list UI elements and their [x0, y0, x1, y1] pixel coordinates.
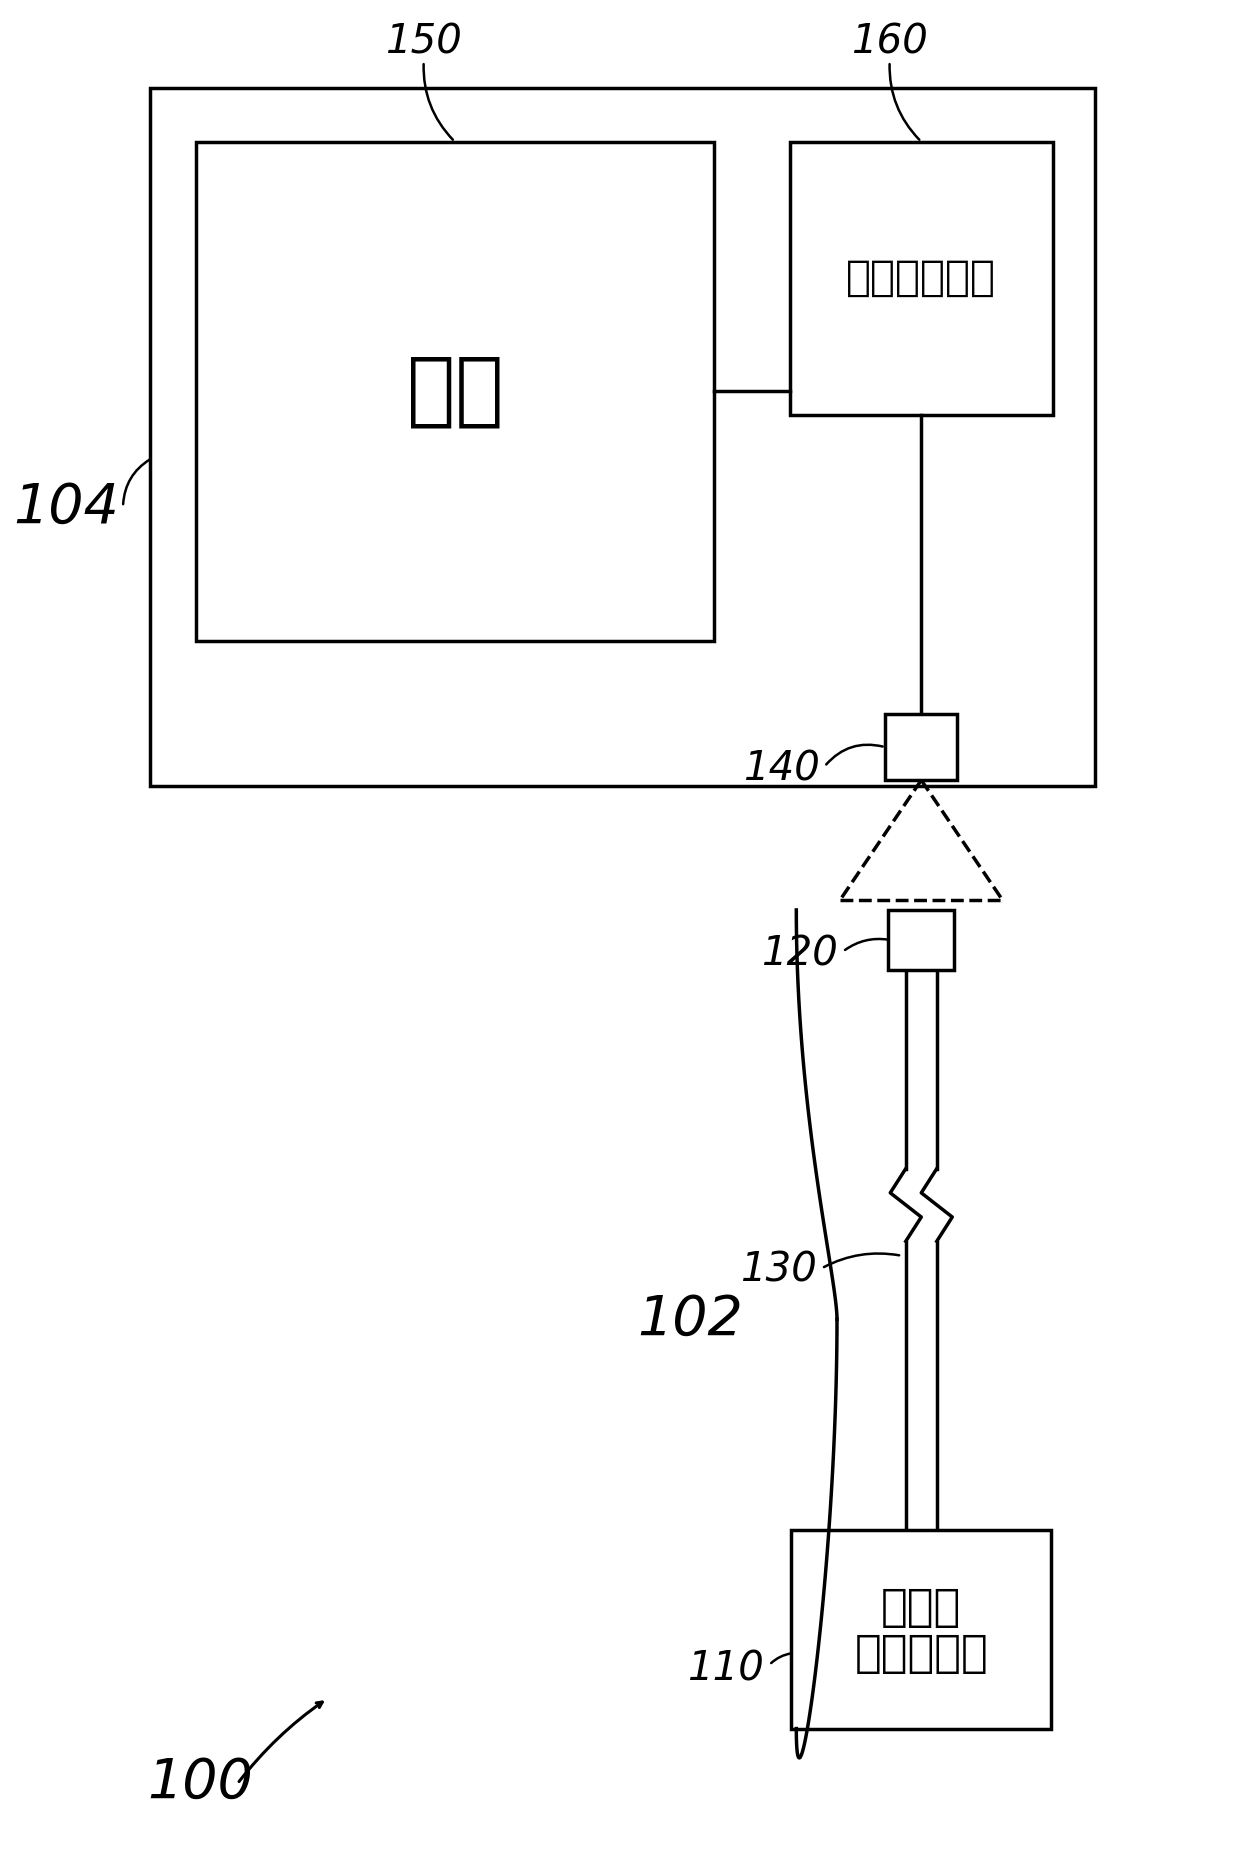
Text: 适应性: 适应性 — [882, 1586, 961, 1629]
Text: 140: 140 — [743, 749, 820, 788]
Bar — [885, 714, 957, 781]
Text: 130: 130 — [740, 1250, 817, 1289]
Bar — [150, 89, 1095, 787]
Text: 110: 110 — [687, 1649, 764, 1688]
Text: 160: 160 — [851, 22, 928, 61]
Bar — [790, 141, 1053, 416]
Bar — [196, 141, 714, 640]
Text: 100: 100 — [148, 1755, 253, 1809]
Text: 150: 150 — [386, 22, 463, 61]
Text: 102: 102 — [637, 1293, 743, 1345]
Text: 电源转换器: 电源转换器 — [854, 1632, 988, 1675]
Text: 104: 104 — [14, 480, 119, 534]
Text: 充电控制电路: 充电控制电路 — [846, 258, 996, 299]
Text: 电池: 电池 — [407, 352, 503, 430]
Bar — [791, 1530, 1052, 1729]
Bar — [888, 911, 955, 970]
Text: 120: 120 — [761, 935, 838, 974]
